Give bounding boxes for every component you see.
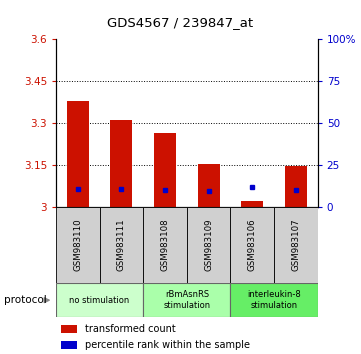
Bar — [143, 283, 230, 317]
Text: GSM983107: GSM983107 — [291, 219, 300, 272]
Text: rBmAsnRS
stimulation: rBmAsnRS stimulation — [163, 290, 210, 310]
Bar — [187, 207, 230, 283]
Text: interleukin-8
stimulation: interleukin-8 stimulation — [247, 290, 301, 310]
Bar — [230, 207, 274, 283]
Bar — [242, 201, 263, 207]
Bar — [274, 207, 318, 283]
Text: percentile rank within the sample: percentile rank within the sample — [85, 340, 250, 350]
Text: GSM983106: GSM983106 — [248, 219, 257, 272]
Text: no stimulation: no stimulation — [69, 296, 130, 304]
Bar — [285, 166, 307, 207]
Bar — [61, 341, 77, 349]
Text: protocol: protocol — [4, 295, 46, 305]
Bar — [100, 207, 143, 283]
Text: GDS4567 / 239847_at: GDS4567 / 239847_at — [108, 16, 253, 29]
Bar — [61, 325, 77, 333]
Bar — [56, 207, 100, 283]
Text: GSM983108: GSM983108 — [161, 219, 170, 272]
Bar — [56, 283, 143, 317]
Bar — [67, 101, 89, 207]
Bar — [143, 207, 187, 283]
Bar — [154, 133, 176, 207]
Text: GSM983109: GSM983109 — [204, 219, 213, 272]
Text: GSM983110: GSM983110 — [73, 219, 82, 272]
Bar — [198, 164, 219, 207]
Bar — [230, 283, 318, 317]
Text: transformed count: transformed count — [85, 324, 175, 334]
Text: GSM983111: GSM983111 — [117, 219, 126, 272]
Bar — [110, 120, 132, 207]
